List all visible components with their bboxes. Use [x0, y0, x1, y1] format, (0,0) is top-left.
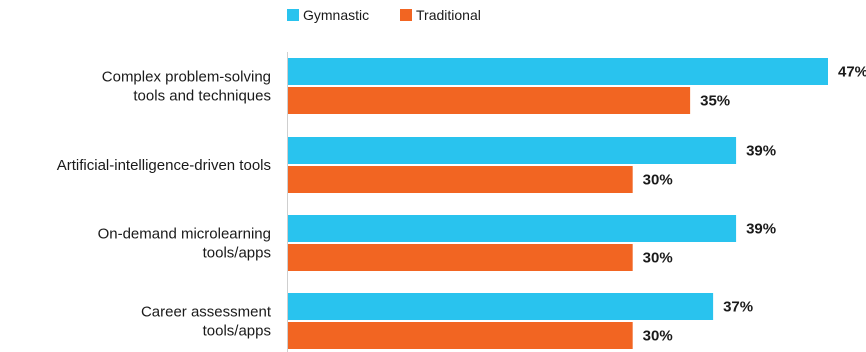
bars	[288, 58, 828, 349]
data-label-gymnastic: 47%	[838, 64, 866, 81]
bar-traditional	[288, 244, 633, 271]
legend-label-traditional: Traditional	[416, 7, 481, 23]
category-label: On-demand microlearning	[98, 226, 271, 243]
data-label-traditional: 30%	[643, 250, 673, 267]
data-label-traditional: 35%	[700, 93, 730, 110]
data-label-traditional: 30%	[643, 172, 673, 189]
bar-gymnastic	[288, 215, 737, 242]
data-label-gymnastic: 37%	[723, 299, 753, 316]
legend-swatch-gymnastic	[287, 9, 299, 21]
value-labels: 47% 35% 39% 30% 39% 30% 37% 30%	[643, 64, 866, 345]
category-label: tools and techniques	[133, 88, 271, 105]
bar-traditional	[288, 166, 633, 193]
category-label: Career assessment	[141, 304, 272, 321]
category-label: Complex problem-solving	[102, 69, 271, 86]
bar-traditional	[288, 87, 691, 114]
data-label-gymnastic: 39%	[746, 221, 776, 238]
data-label-traditional: 30%	[643, 328, 673, 345]
legend-swatch-traditional	[400, 9, 412, 21]
data-label-gymnastic: 39%	[746, 143, 776, 160]
bar-gymnastic	[288, 58, 828, 85]
bar-gymnastic	[288, 293, 714, 320]
bar-gymnastic	[288, 137, 737, 164]
legend-label-gymnastic: Gymnastic	[303, 7, 369, 23]
category-label: Artificial-intelligence-driven tools	[57, 157, 271, 174]
category-label: tools/apps	[203, 245, 271, 262]
category-label: tools/apps	[203, 323, 271, 340]
legend: Gymnastic Traditional	[287, 7, 481, 23]
category-labels: Complex problem-solving tools and techniq…	[57, 69, 272, 340]
bar-traditional	[288, 322, 633, 349]
